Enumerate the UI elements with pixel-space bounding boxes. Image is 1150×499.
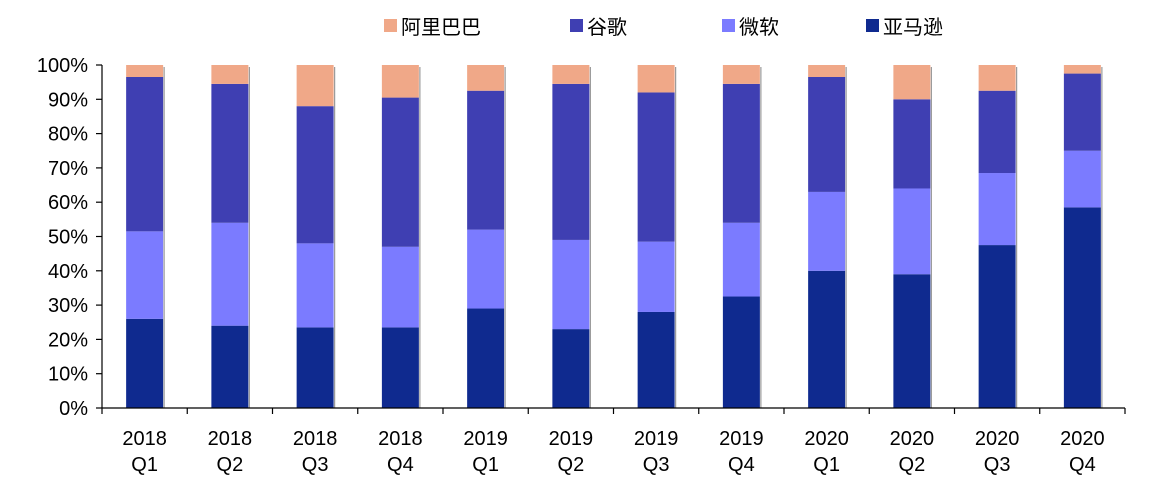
- bar-segment: [893, 188, 931, 275]
- x-tick-label-quarter: Q2: [899, 454, 926, 476]
- bar-segment: [637, 92, 675, 242]
- x-tick-label-year: 2020: [890, 428, 935, 450]
- bar-segment: [211, 65, 249, 84]
- bar-segment: [722, 65, 760, 84]
- bar-segment: [552, 239, 590, 330]
- x-tick-label-quarter: Q3: [984, 454, 1011, 476]
- x-tick-label-year: 2019: [463, 428, 508, 450]
- y-tick-label: 100%: [37, 55, 88, 77]
- legend: 阿里巴巴 谷歌 微软 亚马逊: [0, 10, 1150, 40]
- y-tick-label: 20%: [48, 329, 88, 351]
- y-tick-label: 10%: [48, 364, 88, 386]
- legend-swatch: [866, 18, 879, 32]
- bar-segment: [978, 65, 1016, 91]
- bar-segment: [978, 90, 1016, 174]
- bar-segment: [722, 296, 760, 408]
- legend-item: 微软: [722, 10, 779, 40]
- bar-segment: [211, 222, 249, 326]
- x-tick-label-year: 2018: [293, 428, 338, 450]
- y-tick-label: 30%: [48, 295, 88, 317]
- bar-segment: [211, 83, 249, 223]
- bar-segment: [808, 270, 846, 408]
- bar-segment: [381, 65, 419, 98]
- bar-segment: [211, 325, 249, 408]
- bar-segment: [808, 77, 846, 192]
- legend-item: 谷歌: [570, 10, 627, 40]
- legend-label: 阿里巴巴: [401, 14, 481, 39]
- bar-segment: [381, 246, 419, 328]
- x-tick-label-quarter: Q2: [217, 454, 244, 476]
- y-tick-label: 0%: [59, 398, 88, 420]
- bar-segment: [1063, 150, 1101, 208]
- y-tick-label: 70%: [48, 158, 88, 180]
- bar-segment: [552, 65, 590, 84]
- y-tick-label: 60%: [48, 192, 88, 214]
- bar-segment: [126, 231, 164, 319]
- x-tick-label-quarter: Q3: [643, 454, 670, 476]
- bar-segment: [1063, 73, 1101, 151]
- legend-item: 亚马逊: [866, 10, 943, 40]
- x-tick-label-year: 2018: [208, 428, 253, 450]
- bar-segment: [978, 173, 1016, 246]
- bar-segment: [467, 308, 505, 408]
- bar-segment: [381, 97, 419, 247]
- x-tick-label-quarter: Q1: [131, 454, 158, 476]
- x-tick-label-year: 2018: [122, 428, 167, 450]
- y-tick-label: 40%: [48, 261, 88, 283]
- legend-label: 亚马逊: [883, 14, 943, 39]
- legend-item: 阿里巴巴: [384, 10, 481, 40]
- x-tick-label-quarter: Q1: [472, 454, 499, 476]
- y-tick-label: 90%: [48, 89, 88, 111]
- bar-segment: [552, 329, 590, 408]
- bar-segment: [808, 65, 846, 77]
- bar-segment: [296, 106, 334, 244]
- bar-segment: [1063, 65, 1101, 74]
- x-tick-label-quarter: Q4: [387, 454, 414, 476]
- y-tick-label: 50%: [48, 227, 88, 249]
- x-tick-label-year: 2020: [804, 428, 849, 450]
- bar-segment: [893, 274, 931, 408]
- x-tick-label-year: 2020: [975, 428, 1020, 450]
- x-tick-label-quarter: Q4: [728, 454, 755, 476]
- bar-segment: [126, 65, 164, 77]
- bar-segment: [978, 245, 1016, 408]
- bar-segment: [296, 327, 334, 408]
- bar-segment: [893, 65, 931, 100]
- bar-segment: [552, 83, 590, 240]
- x-tick-label-year: 2019: [549, 428, 594, 450]
- bar-segment: [467, 90, 505, 230]
- bar-segment: [381, 327, 419, 408]
- bar-segment: [637, 241, 675, 312]
- x-tick-label-year: 2020: [1060, 428, 1105, 450]
- x-tick-label-year: 2019: [719, 428, 764, 450]
- y-tick-label: 80%: [48, 124, 88, 146]
- bar-segment: [126, 318, 164, 408]
- legend-swatch: [384, 18, 397, 32]
- x-tick-label-year: 2019: [634, 428, 679, 450]
- bar-segment: [296, 65, 334, 107]
- bar-segment: [467, 65, 505, 91]
- bar-segment: [637, 65, 675, 93]
- x-tick-label-quarter: Q2: [558, 454, 585, 476]
- bar-segment: [467, 229, 505, 309]
- legend-label: 谷歌: [587, 14, 627, 39]
- legend-swatch: [722, 18, 735, 32]
- legend-swatch: [570, 18, 583, 32]
- legend-label: 微软: [739, 14, 779, 39]
- bar-segment: [722, 222, 760, 297]
- bar-segment: [637, 311, 675, 408]
- bar-segment: [808, 191, 846, 271]
- bar-segment: [1063, 207, 1101, 408]
- x-tick-label-year: 2018: [378, 428, 423, 450]
- x-tick-label-quarter: Q3: [302, 454, 329, 476]
- bar-segment: [893, 99, 931, 189]
- bar-segment: [722, 83, 760, 223]
- x-tick-label-quarter: Q1: [813, 454, 840, 476]
- x-tick-label-quarter: Q4: [1069, 454, 1096, 476]
- bar-segment: [296, 243, 334, 328]
- bar-segment: [126, 77, 164, 232]
